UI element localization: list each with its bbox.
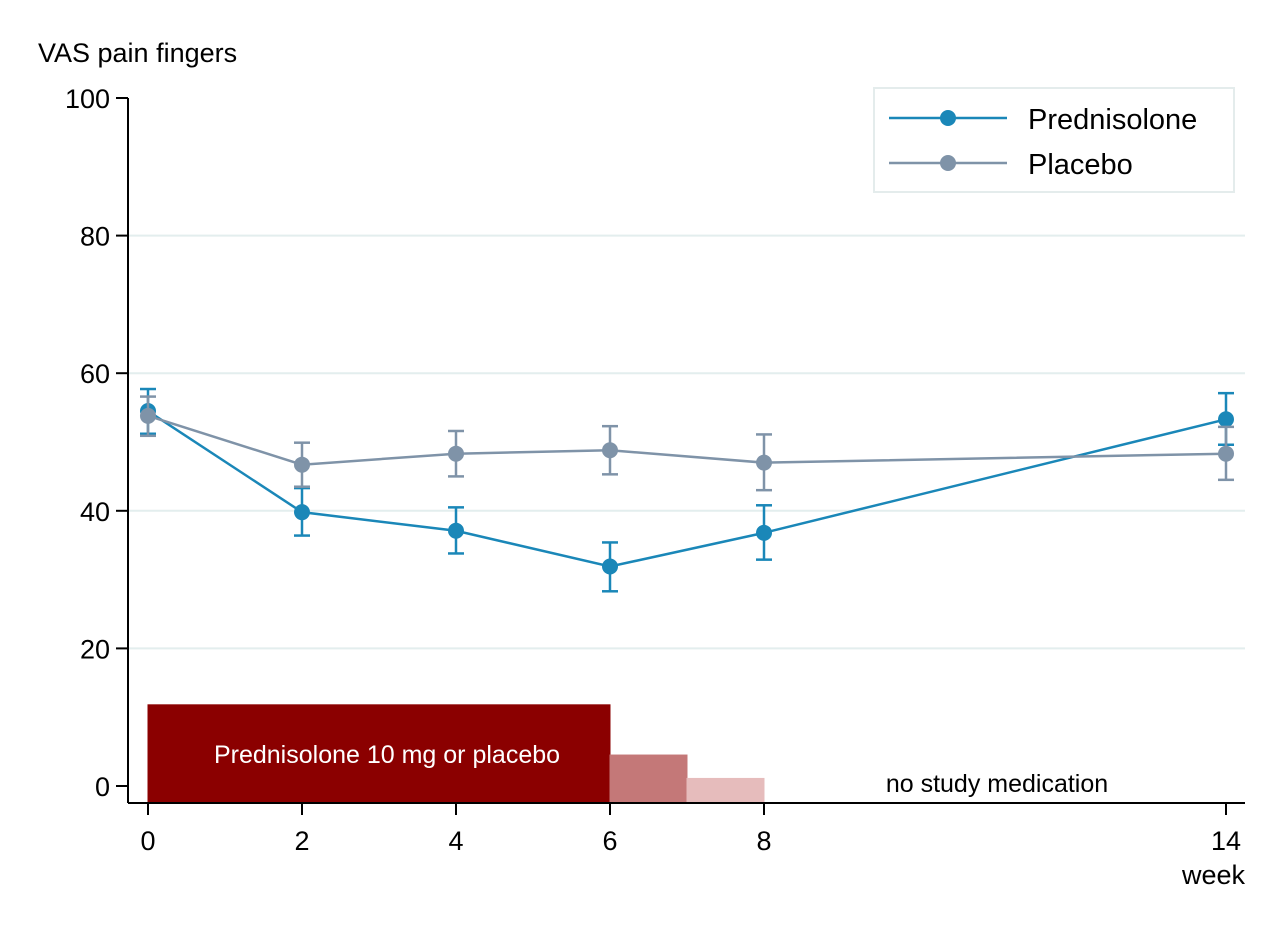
- data-point: [1218, 411, 1234, 428]
- data-point: [602, 558, 618, 575]
- data-point: [448, 522, 464, 539]
- treatment-bar-label: Prednisolone 10 mg or placebo: [214, 741, 560, 769]
- x-tick-label: 6: [602, 826, 617, 856]
- x-tick-label: 8: [756, 826, 771, 856]
- legend-item-prednisolone: Prednisolone: [889, 104, 1197, 136]
- data-series: [140, 387, 1234, 593]
- y-tick-label: 20: [80, 634, 110, 664]
- x-tick-label: 0: [140, 826, 155, 856]
- x-axis-title: week: [1181, 860, 1246, 890]
- treatment-bar: [686, 777, 765, 804]
- no-study-medication-label: no study medication: [886, 770, 1108, 798]
- data-point: [1218, 445, 1234, 462]
- series-line: [147, 409, 1227, 568]
- legend-label: Placebo: [1028, 149, 1133, 181]
- treatment-bar: [147, 704, 611, 804]
- y-tick-label: 60: [80, 359, 110, 389]
- y-tick-label: 0: [95, 772, 110, 802]
- series-prednisolone: [140, 387, 1234, 593]
- treatment-bars: [147, 704, 765, 804]
- data-point: [294, 504, 310, 521]
- grid-lines: [128, 234, 1245, 650]
- legend-swatch-marker: [940, 110, 956, 126]
- tick-labels: 0 20 40 60 80 100 0 2 4 6 8 14: [65, 84, 1241, 856]
- treatment-bar: [609, 754, 688, 804]
- data-point: [756, 454, 772, 471]
- y-tick-label: 40: [80, 497, 110, 527]
- legend-box: [873, 87, 1235, 193]
- data-point: [756, 524, 772, 541]
- legend-swatch-marker: [940, 155, 956, 171]
- legend-label: Prednisolone: [1028, 104, 1197, 136]
- x-tick-label: 4: [448, 826, 463, 856]
- x-tick-label: 14: [1211, 826, 1241, 856]
- y-tick-label: 80: [80, 222, 110, 252]
- series-line: [147, 414, 1227, 466]
- y-tick-label: 100: [65, 84, 110, 114]
- data-point: [602, 442, 618, 459]
- series-placebo: [140, 395, 1234, 492]
- axes: [127, 98, 1245, 804]
- y-axis-title: VAS pain fingers: [38, 38, 237, 68]
- data-point: [448, 445, 464, 462]
- legend-item-placebo: Placebo: [889, 149, 1133, 181]
- legend: Prednisolone Placebo: [873, 87, 1235, 193]
- data-point: [294, 456, 310, 473]
- data-point: [140, 407, 156, 424]
- x-tick-label: 2: [294, 826, 309, 856]
